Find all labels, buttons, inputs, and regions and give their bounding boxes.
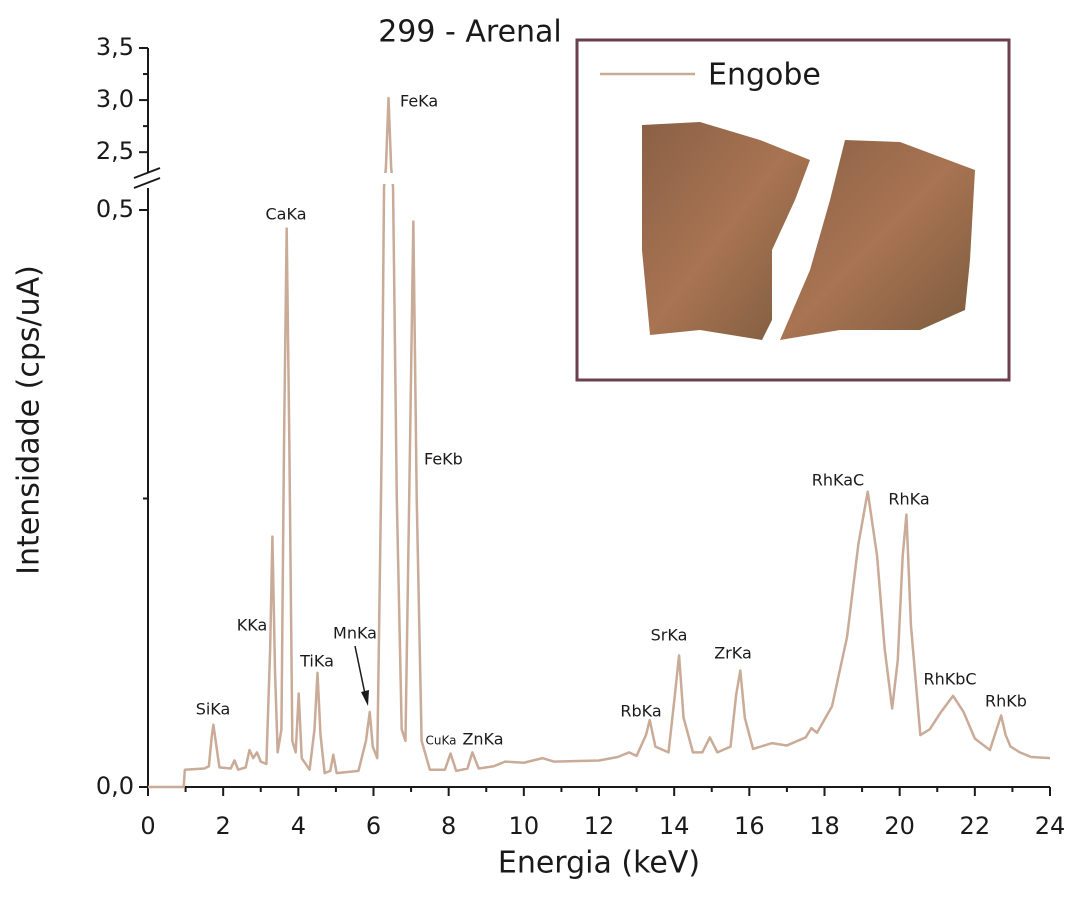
x-tick-label: 12: [584, 812, 615, 840]
x-tick-label: 24: [1035, 812, 1066, 840]
chart-title: 299 - Arenal: [378, 15, 562, 50]
axis-break: [133, 167, 161, 179]
axis-break: [133, 177, 161, 189]
annotation-arrowhead: [361, 690, 369, 706]
annotation-arrow: [354, 645, 366, 695]
peak-label: SiKa: [196, 700, 231, 719]
peak-label: RhKbC: [923, 670, 976, 689]
sherd-photo: [780, 140, 975, 340]
legend: Engobe: [575, 38, 1011, 382]
x-tick-label: 16: [734, 812, 765, 840]
x-tick-label: 10: [509, 812, 540, 840]
peak-label: RhKa: [888, 490, 929, 509]
peak-label: SrKa: [651, 626, 688, 645]
x-axis-title: Energia (keV): [498, 846, 700, 881]
legend-label: Engobe: [708, 58, 821, 93]
x-tick-label: 2: [216, 812, 231, 840]
peak-label: RbKa: [620, 702, 661, 721]
x-tick-label: 0: [140, 812, 155, 840]
x-tick-label: 14: [659, 812, 690, 840]
y-tick-label: 0,5: [96, 195, 134, 223]
peak-label: MnKa: [333, 624, 377, 643]
x-tick-label: 20: [884, 812, 915, 840]
peak-label: CaKa: [266, 205, 307, 224]
peak-label: ZnKa: [462, 730, 503, 749]
spectrum-line: [148, 96, 1051, 789]
peak-label: FeKa: [400, 92, 438, 111]
peak-label: RhKaC: [812, 471, 864, 490]
peak-label: ZrKa: [714, 644, 752, 663]
y-tick-label: 3,0: [96, 85, 134, 113]
x-tick-label: 18: [809, 812, 840, 840]
x-tick-label: 4: [291, 812, 306, 840]
peak-label: KKa: [237, 616, 268, 635]
peak-label: RhKb: [985, 692, 1027, 711]
peak-label: TiKa: [299, 652, 334, 671]
y-tick-label: 2,5: [96, 137, 134, 165]
y-tick-label: 0,0: [96, 772, 134, 800]
x-tick-label: 22: [960, 812, 991, 840]
peak-label: CuKa: [426, 734, 457, 748]
y-tick-label: 3,5: [96, 33, 134, 61]
peak-label: FeKb: [424, 450, 463, 469]
x-tick-label: 6: [366, 812, 381, 840]
break-gap: [370, 173, 410, 184]
sherd-photo: [642, 122, 810, 340]
x-tick-label: 8: [441, 812, 456, 840]
y-axis-title: Intensidade (cps/uA): [12, 265, 47, 575]
